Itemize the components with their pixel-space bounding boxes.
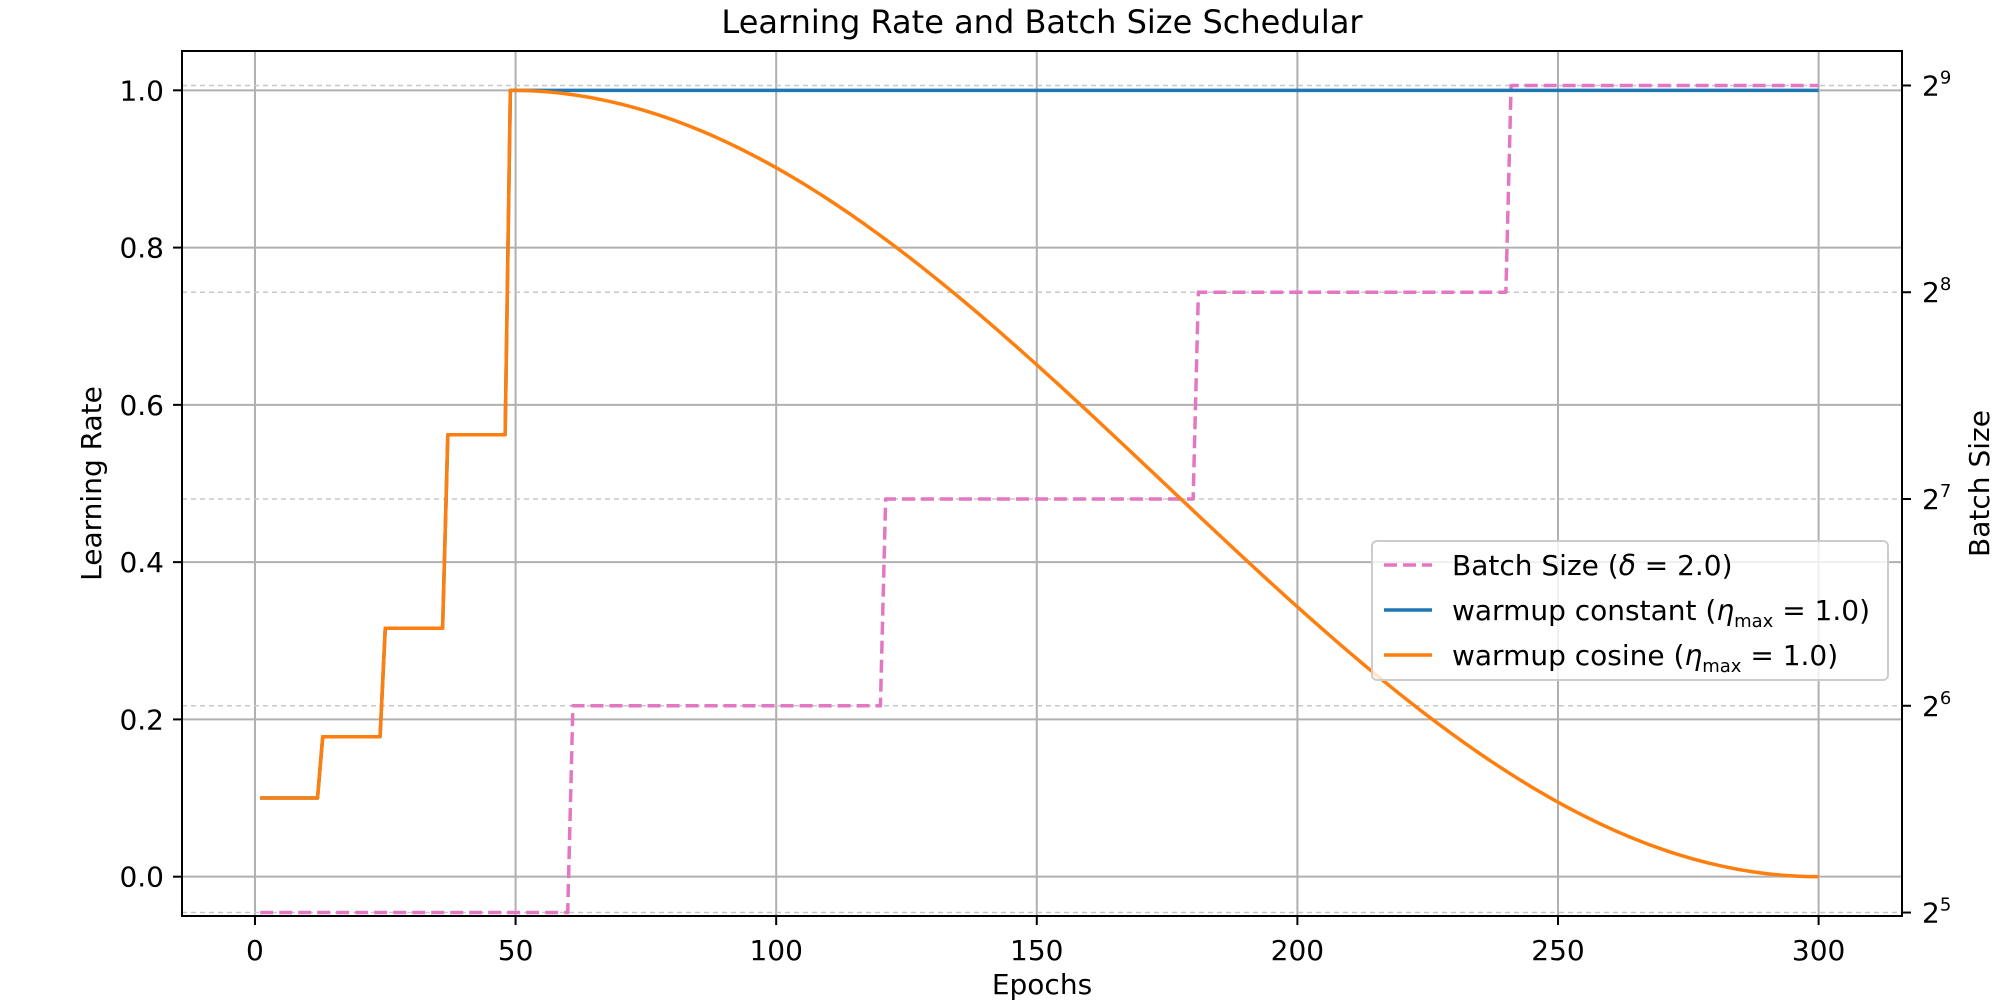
series-layer — [260, 83, 1819, 915]
y-tick-label: 0.0 — [119, 861, 164, 894]
y-tick-label: 0.8 — [119, 232, 164, 265]
chart-title: Learning Rate and Batch Size Schedular — [721, 3, 1363, 41]
y2-tick-label: 25 — [1922, 895, 1951, 930]
x-tick-label: 250 — [1531, 934, 1584, 967]
legend-label: warmup constant (ηmax = 1.0) — [1452, 594, 1870, 632]
y-tick-label: 1.0 — [119, 74, 164, 107]
y2-tick-label: 26 — [1922, 688, 1951, 723]
y2-tick-label: 28 — [1922, 274, 1951, 309]
x-tick-label: 0 — [246, 934, 264, 967]
x-tick-label: 150 — [1010, 934, 1063, 967]
legend: Batch Size (δ = 2.0) warmup constant (ηma… — [1371, 540, 1889, 681]
y-tick-label: 0.6 — [119, 389, 164, 422]
y2-tick-label: 29 — [1922, 67, 1951, 102]
x-tick-label: 100 — [749, 934, 802, 967]
legend-label: warmup cosine (ηmax = 1.0) — [1452, 639, 1838, 677]
x-tick-label: 300 — [1792, 934, 1845, 967]
plot-frame — [181, 50, 1903, 917]
y-axis-label: Learning Rate — [75, 386, 108, 581]
series-line-3 — [260, 88, 1819, 879]
legend-label: Batch Size (δ = 2.0) — [1452, 549, 1733, 582]
x-tick-label: 50 — [498, 934, 534, 967]
y-tick-label: 0.2 — [119, 703, 164, 736]
ticks-layer: 0 50 100 150 200 250 300 0.0 0.2 0.4 0.6 0.8 1.0 25 26… — [119, 67, 1951, 967]
y2-axis-label: Batch Size — [1963, 410, 1996, 557]
x-tick-label: 200 — [1271, 934, 1324, 967]
y-tick-label: 0.4 — [119, 546, 164, 579]
legend-box — [1371, 540, 1889, 681]
series-line-1 — [260, 83, 1819, 915]
y2-tick-label: 27 — [1922, 481, 1951, 516]
x-axis-label: Epochs — [992, 968, 1092, 1000]
